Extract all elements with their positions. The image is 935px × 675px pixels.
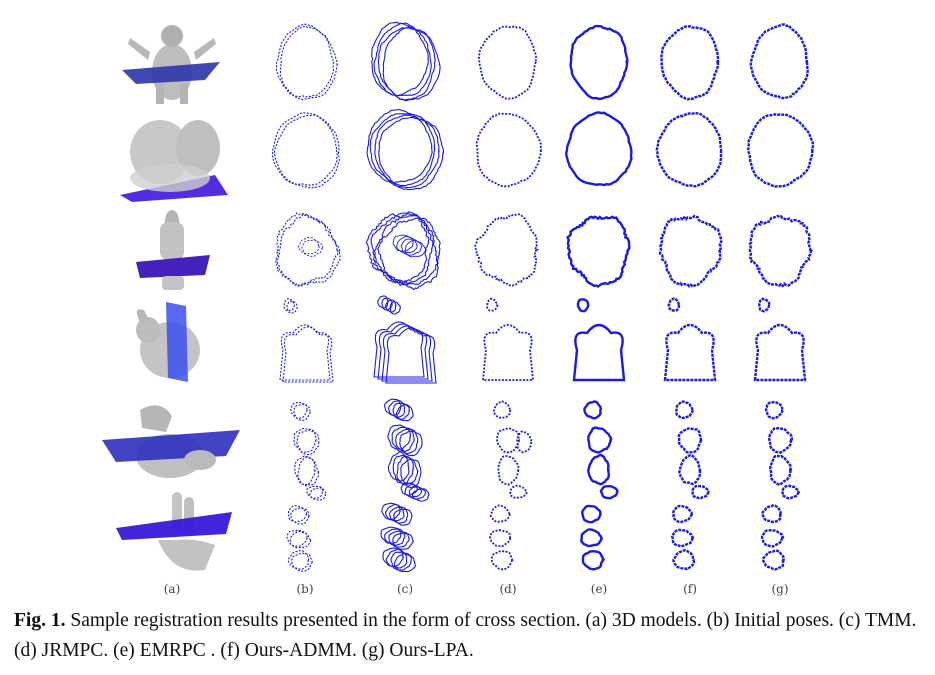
cross-section-bunny-f <box>663 323 717 382</box>
cross-section-grid <box>271 21 815 573</box>
cross-section-hand-g <box>760 484 800 571</box>
cross-section-dragon-d <box>492 400 533 486</box>
cross-section-bunny-c <box>373 321 437 384</box>
cross-section-dragon-g <box>764 400 794 487</box>
cross-section-bunny-g <box>753 323 807 382</box>
cross-section-armadillo-e <box>569 24 629 101</box>
cross-section-armadillo-f <box>660 25 720 101</box>
armadillo-model-image <box>122 25 220 104</box>
cross-section-head-g <box>746 113 815 188</box>
column-label-a: (a) <box>164 582 181 596</box>
cross-section-dragon-b <box>290 401 320 487</box>
cross-section-armadillo-d <box>478 25 538 100</box>
cross-section-dragon-e <box>583 400 613 486</box>
cross-section-dragon-c <box>384 398 423 489</box>
buddha-model-image <box>136 210 210 290</box>
bunny-model-image <box>136 302 200 382</box>
cross-section-armadillo-g <box>749 23 809 100</box>
cross-section-buddha-e <box>566 215 631 313</box>
cross-section-buddha-c <box>365 211 441 315</box>
column-label-e: (e) <box>591 582 607 596</box>
column-label-b: (b) <box>296 582 313 596</box>
figure-caption: Fig. 1. Sample registration results pres… <box>14 606 924 666</box>
cross-section-buddha-d <box>474 213 540 312</box>
column-label-c: (c) <box>397 582 413 596</box>
head-model-image <box>120 120 228 202</box>
column-label-f: (f) <box>683 582 697 596</box>
dragon-model-image <box>102 405 240 478</box>
figure-label: Fig. 1. <box>14 610 66 631</box>
cross-section-buddha-b <box>274 212 342 314</box>
model-column <box>102 25 240 571</box>
cross-section-hand-f <box>670 484 710 571</box>
column-label-g: (g) <box>771 582 788 596</box>
cross-section-armadillo-b <box>275 23 339 101</box>
cross-section-hand-b <box>286 485 327 572</box>
figure-cross-sections: (a) (b) (c) (d) (e) (f) (g) <box>102 21 815 596</box>
cross-section-hand-e <box>580 484 619 571</box>
cross-section-bunny-e <box>572 323 626 382</box>
cross-section-dragon-f <box>674 400 703 486</box>
cross-section-hand-c <box>380 482 430 573</box>
cross-section-head-d <box>475 112 542 188</box>
column-label-d: (d) <box>499 582 516 596</box>
cross-section-armadillo-c <box>371 21 441 102</box>
column-labels: (a) (b) (c) (d) (e) (f) (g) <box>164 582 789 596</box>
caption-text: Sample registration results presented in… <box>14 610 917 661</box>
cross-section-head-e <box>565 111 633 187</box>
cross-section-buddha-g <box>748 214 814 313</box>
cross-section-buddha-f <box>658 214 723 312</box>
cross-section-head-c <box>366 108 445 191</box>
cross-section-head-b <box>271 112 340 189</box>
cross-section-head-f <box>655 111 723 188</box>
cross-section-bunny-b <box>279 324 334 383</box>
cross-section-bunny-d <box>482 324 534 381</box>
cross-section-hand-d <box>489 484 528 571</box>
hand-model-image <box>116 492 232 571</box>
